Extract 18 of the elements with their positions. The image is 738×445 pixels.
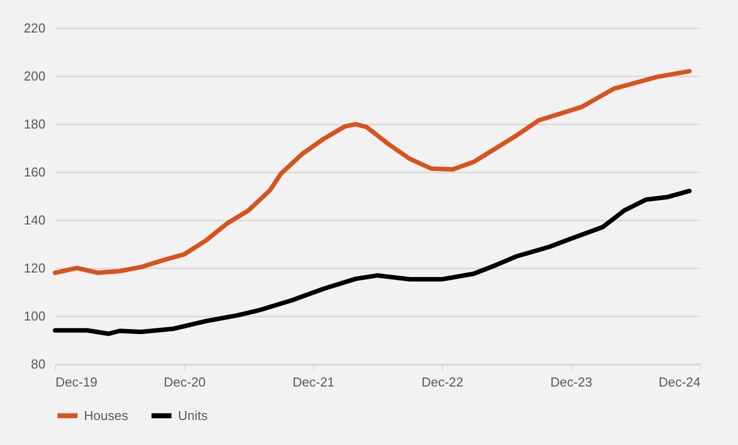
- line-series: [52, 188, 692, 336]
- legend-label: Houses: [84, 408, 129, 423]
- y-tick-label: 120: [24, 260, 46, 276]
- y-tick-label: 100: [24, 308, 46, 324]
- x-tick-label: Dec-19: [56, 374, 98, 390]
- y-tick-label: 180: [24, 116, 46, 132]
- x-tick-label: Dec-21: [292, 374, 335, 390]
- line-series: [52, 68, 692, 276]
- y-tick-label: 160: [24, 164, 46, 180]
- y-tick-label: 140: [24, 212, 46, 228]
- x-tick-label: Dec-20: [164, 374, 206, 390]
- x-tick-label: Dec-22: [421, 374, 464, 390]
- y-tick-label: 220: [24, 20, 46, 36]
- y-tick-label: 80: [31, 356, 46, 372]
- y-tick-label: 200: [24, 68, 46, 84]
- legend-label: Units: [178, 408, 208, 423]
- x-tick-label: Dec-24: [658, 374, 700, 390]
- x-tick-label: Dec-23: [550, 374, 592, 390]
